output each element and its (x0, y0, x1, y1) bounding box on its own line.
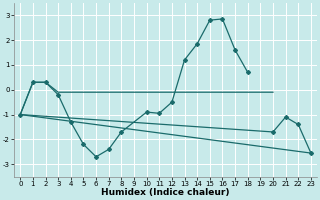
X-axis label: Humidex (Indice chaleur): Humidex (Indice chaleur) (101, 188, 230, 197)
